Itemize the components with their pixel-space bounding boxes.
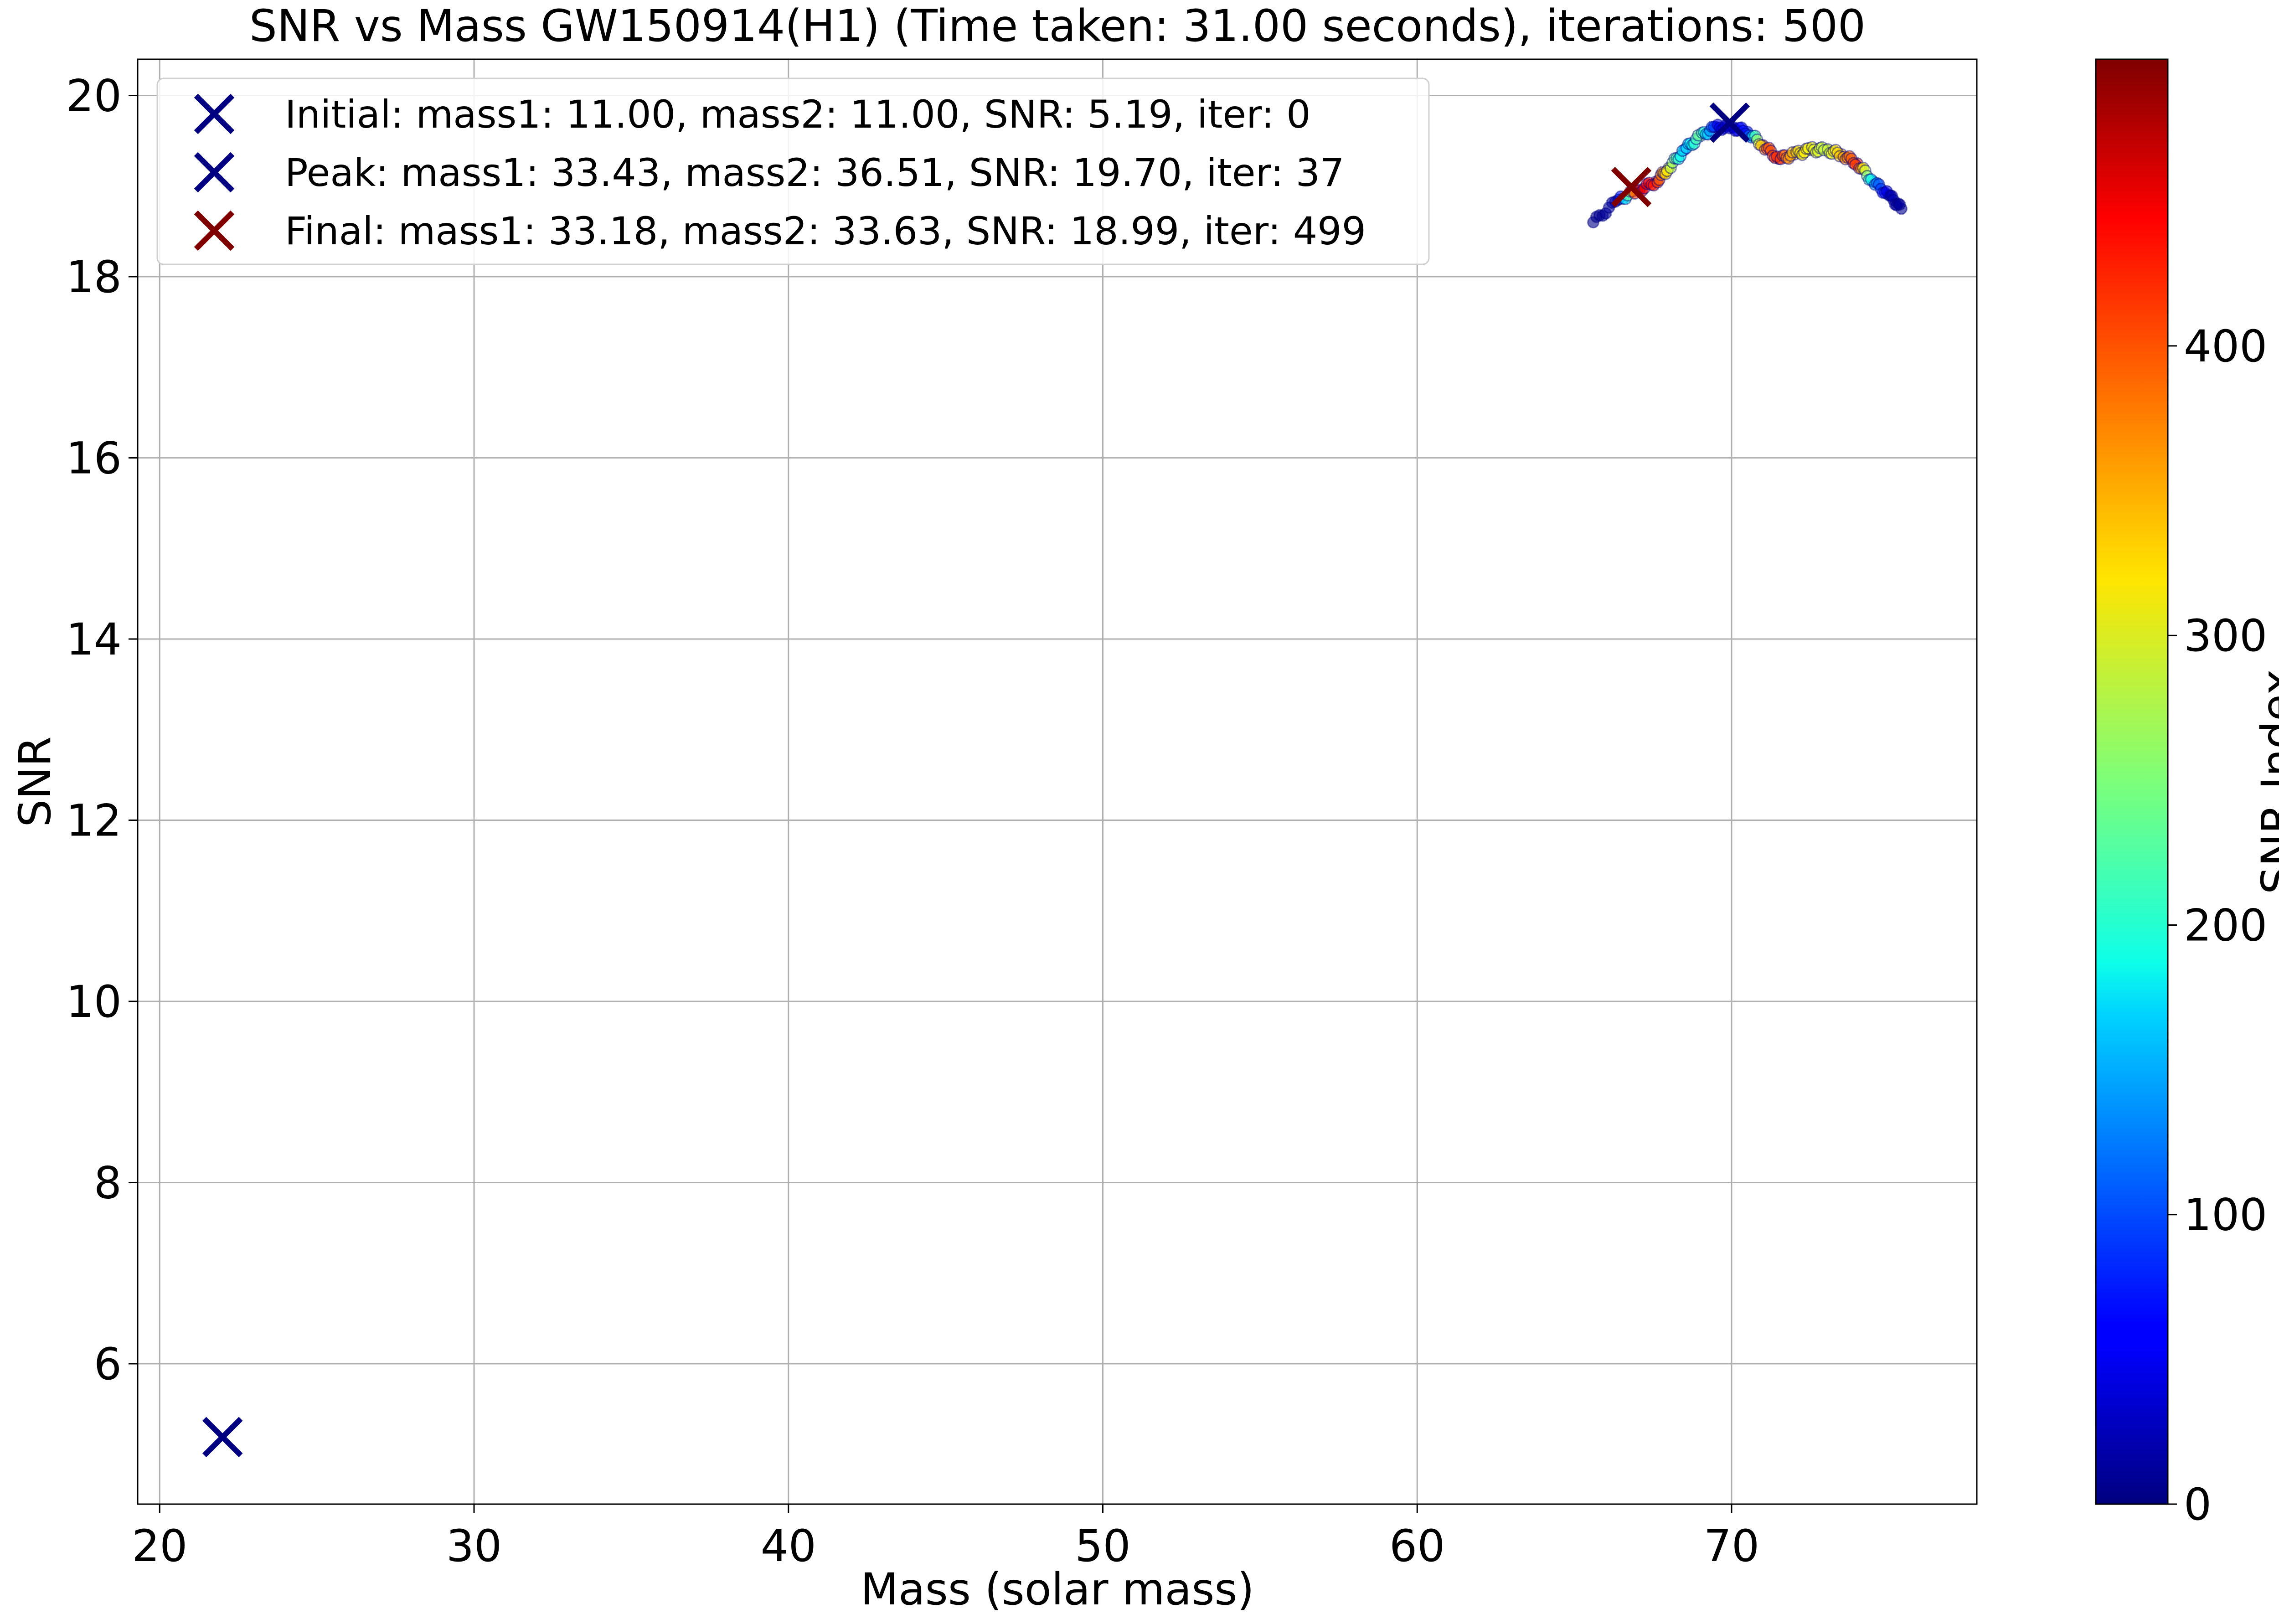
peak-marker bbox=[1709, 102, 1750, 143]
legend-entry-label: Final: mass1: 33.18, mass2: 33.63, SNR: … bbox=[285, 209, 1366, 253]
y-tick-label: 8 bbox=[94, 1157, 122, 1208]
y-axis-ticks: 6 8 10 12 14 16 18 20 bbox=[66, 70, 138, 1390]
x-axis-ticks: 20 30 40 50 60 70 bbox=[132, 1504, 1759, 1572]
plot-frame bbox=[137, 58, 1978, 1505]
trajectory-point bbox=[1893, 198, 1906, 211]
x-tick-label: 70 bbox=[1704, 1521, 1759, 1572]
legend-marker-icon bbox=[194, 210, 235, 251]
legend-box bbox=[156, 77, 1430, 265]
colorbar-tick-label: 400 bbox=[2184, 321, 2267, 372]
x-axis-label: Mass (solar mass) bbox=[861, 1564, 1254, 1615]
y-tick-label: 6 bbox=[94, 1339, 122, 1390]
x-tick-label: 50 bbox=[1075, 1521, 1130, 1572]
colorbar-tick-label: 300 bbox=[2184, 610, 2267, 661]
y-tick-label: 12 bbox=[66, 795, 122, 846]
x-tick-label: 20 bbox=[132, 1521, 187, 1572]
trajectory-points bbox=[1587, 119, 1908, 229]
chart-title: SNR vs Mass GW150914(H1) (Time taken: 31… bbox=[249, 0, 1866, 52]
colorbar-tick-label: 200 bbox=[2184, 900, 2267, 951]
y-tick-label: 10 bbox=[66, 976, 122, 1027]
legend-marker-icon bbox=[194, 93, 235, 134]
colorbar-tick-label: 0 bbox=[2184, 1479, 2212, 1530]
legend-marker-icon bbox=[194, 152, 235, 193]
x-tick-label: 40 bbox=[761, 1521, 816, 1572]
y-axis-label: SNR bbox=[10, 736, 61, 827]
colorbar: 0 100 200 300 400 bbox=[2095, 58, 2267, 1530]
x-tick-label: 60 bbox=[1389, 1521, 1445, 1572]
y-tick-label: 14 bbox=[66, 614, 122, 665]
final-marker bbox=[1611, 166, 1652, 207]
y-tick-label: 20 bbox=[66, 70, 122, 121]
initial-marker bbox=[202, 1417, 243, 1458]
x-tick-label: 30 bbox=[446, 1521, 502, 1572]
legend-entry-label: Initial: mass1: 11.00, mass2: 11.00, SNR… bbox=[285, 92, 1311, 137]
legend-entry-label: Peak: mass1: 33.43, mass2: 36.51, SNR: 1… bbox=[285, 150, 1344, 195]
colorbar-tick-label: 100 bbox=[2184, 1190, 2267, 1241]
y-tick-label: 18 bbox=[66, 252, 122, 303]
colorbar-gradient bbox=[2095, 58, 2169, 1505]
key-markers bbox=[202, 102, 1750, 1458]
y-tick-label: 16 bbox=[66, 433, 122, 484]
grid-lines bbox=[138, 59, 1977, 1504]
legend: Initial: mass1: 11.00, mass2: 11.00, SNR… bbox=[156, 77, 1430, 265]
colorbar-label: SNR Index bbox=[2252, 669, 2279, 894]
